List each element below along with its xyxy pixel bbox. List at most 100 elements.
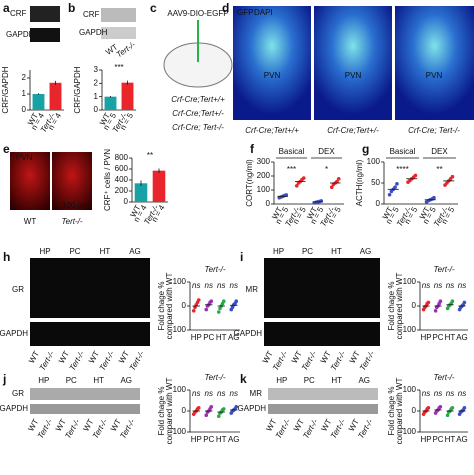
y-tick-label: 2 [94, 78, 99, 87]
lane-label: Tert-/- [274, 417, 292, 440]
annotation: *** [114, 63, 123, 72]
region-label: HP [273, 247, 284, 256]
x-tick-label: AG [228, 333, 240, 342]
blot-label: CRF [10, 9, 27, 18]
y-tick-label: 800 [115, 153, 129, 162]
data-point [216, 414, 221, 419]
data-point [204, 413, 209, 418]
region-label: HT [331, 247, 342, 256]
y-axis-label: compared with WT [395, 273, 404, 340]
blot-label: GR [12, 285, 24, 294]
x-tick-label: PC [432, 435, 443, 444]
blot [30, 6, 60, 22]
x-tick-label: AG [456, 435, 468, 444]
region-label: PC [302, 247, 313, 256]
data-point [393, 185, 397, 189]
chart-title: Tert-/- [204, 265, 225, 274]
lane-label: WT [57, 349, 71, 364]
blot-label: GAPDH [79, 28, 108, 37]
data-point [433, 309, 438, 313]
y-tick-label: 0 [266, 199, 271, 208]
data-point [395, 182, 399, 186]
y-tick-label: 600 [115, 164, 129, 173]
scale-label: 100 μm [62, 201, 89, 210]
lane-label: WT [290, 349, 304, 364]
lane-label: Tert-/- [68, 349, 86, 372]
region-label: PC [66, 376, 77, 385]
x-tick-label: HP [191, 333, 202, 342]
micrograph [52, 152, 92, 210]
lane-label: Tert-/- [356, 417, 374, 440]
annotation: ns [205, 389, 213, 398]
genotype-line: Crf-Cre; Tert-/- [172, 123, 224, 132]
annotation: ns [446, 389, 454, 398]
annotation: ns [217, 389, 225, 398]
x-tick-label: HT [216, 435, 227, 444]
blot [30, 28, 60, 42]
region-label: PC [304, 376, 315, 385]
y-axis-label: compared with WT [395, 378, 404, 445]
y-tick-label: 1 [22, 89, 27, 98]
region-label: PVN [345, 71, 362, 80]
y-tick-label: 2 [22, 73, 27, 82]
annotation: ns [230, 389, 238, 398]
x-tick-label: HT [216, 333, 227, 342]
y-tick-label: 400 [115, 175, 129, 184]
bar [121, 82, 134, 110]
data-point [462, 300, 467, 305]
region-label: HT [100, 247, 111, 256]
chart-title: Tert-/- [433, 373, 454, 382]
blot-label: GAPDH [234, 329, 263, 338]
lane-label: Tert-/- [91, 417, 109, 440]
region-label: HT [93, 376, 104, 385]
lane-label: Tert-/- [329, 349, 347, 372]
annotation: ns [434, 389, 442, 398]
y-tick-label: 0 [22, 105, 27, 114]
x-tick-label: HP [191, 435, 202, 444]
x-tick-label: HP [420, 435, 431, 444]
lane-label: Tert-/- [38, 349, 56, 372]
lane-label: Tert-/- [358, 349, 376, 372]
data-point [234, 405, 239, 409]
data-point [209, 405, 214, 409]
y-axis-label: Fold chage % [387, 387, 396, 436]
data-point [335, 179, 339, 184]
annotation: ns [458, 281, 466, 290]
data-point [221, 407, 226, 411]
annotation: ns [446, 281, 454, 290]
data-point [450, 174, 455, 179]
chart-title: Tert-/- [433, 265, 454, 274]
data-point [196, 298, 201, 302]
gel [264, 258, 380, 318]
genotype-line: Crf-Cre;Tert+/- [172, 109, 224, 118]
y-tick-label: 0 [376, 199, 381, 208]
annotation: ns [422, 389, 430, 398]
region-label: HP [38, 376, 49, 385]
caption: Crf-Cre;Tert+/- [327, 126, 379, 135]
data-point [301, 176, 306, 180]
annotation: ns [205, 281, 213, 290]
lane-label: Tert-/- [300, 349, 318, 372]
lane-label: Tert-/- [115, 40, 138, 60]
blot-label: GAPDH [0, 404, 28, 413]
y-tick-label: 0 [124, 197, 129, 206]
lane-label: Tert-/- [128, 349, 146, 372]
panel-letter: g [362, 142, 369, 156]
region-label: AG [360, 247, 372, 256]
x-tick-label: HP [420, 333, 431, 342]
blot-label: GAPDH [6, 30, 35, 39]
y-tick-label: 0 [182, 301, 187, 310]
blot-label: GR [12, 389, 24, 398]
x-tick-label: AG [228, 435, 240, 444]
data-point [426, 406, 431, 410]
panel-letter: j [2, 372, 6, 386]
lane-label: Tert-/- [271, 349, 289, 372]
region-label: HP [276, 376, 287, 385]
stain-label: DAPI [254, 8, 273, 17]
x-tick-label: AG [456, 333, 468, 342]
panel-letter: b [68, 1, 75, 15]
bar [32, 94, 45, 110]
lane-label: WT [348, 349, 362, 364]
micrograph [314, 6, 392, 120]
group-label: Basical [390, 147, 416, 156]
